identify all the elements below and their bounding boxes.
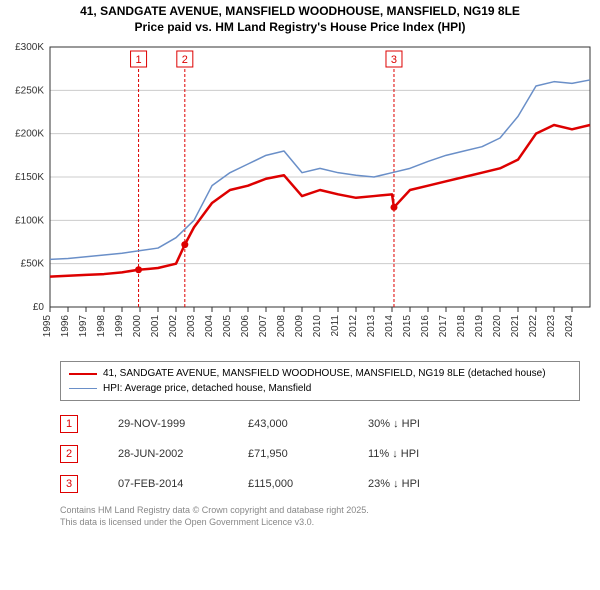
x-tick-label: 2017 <box>438 315 449 338</box>
x-tick-label: 2020 <box>492 315 503 338</box>
transaction-row-badge: 3 <box>60 475 78 493</box>
y-tick-label: £200K <box>15 129 44 140</box>
x-tick-label: 2007 <box>258 315 269 338</box>
transaction-badge-number: 2 <box>182 54 188 66</box>
transactions-table: 1 29-NOV-1999 £43,000 30% ↓ HPI 2 28-JUN-2002… <box>60 409 580 499</box>
x-tick-label: 2012 <box>348 315 359 338</box>
x-tick-label: 2014 <box>384 315 395 338</box>
footer-line-2: This data is licensed under the Open Gov… <box>60 517 580 529</box>
x-tick-label: 2003 <box>186 315 197 338</box>
x-tick-label: 2000 <box>132 315 143 338</box>
chart-area: £0 £50K £100K £150K £200K £250K £300K 1995 1996 1… <box>0 37 600 357</box>
x-tick-label: 2023 <box>546 315 557 338</box>
transaction-dot <box>135 266 142 273</box>
transaction-badge-number: 1 <box>135 54 141 66</box>
x-tick-label: 1999 <box>114 315 125 338</box>
footer-line-1: Contains HM Land Registry data © Crown c… <box>60 505 580 517</box>
transaction-diff: 11% ↓ HPI <box>368 448 478 460</box>
series-price_paid <box>50 125 590 277</box>
y-tick-label: £50K <box>21 259 45 270</box>
x-tick-label: 2016 <box>420 315 431 338</box>
chart-title: 41, SANDGATE AVENUE, MANSFIELD WOODHOUSE… <box>0 0 600 37</box>
line-chart-svg: £0 £50K £100K £150K £200K £250K £300K 1995 1996 1… <box>0 37 600 357</box>
legend-label: HPI: Average price, detached house, Mans… <box>103 381 311 396</box>
x-tick-label: 2024 <box>564 315 575 338</box>
x-tick-label: 2004 <box>204 315 215 338</box>
legend-item: HPI: Average price, detached house, Mans… <box>69 381 571 396</box>
x-tick-label: 1998 <box>96 315 107 338</box>
transaction-date: 28-JUN-2002 <box>118 448 208 460</box>
y-tick-label: £250K <box>15 86 44 97</box>
x-tick-label: 2005 <box>222 315 233 338</box>
transaction-row-badge: 2 <box>60 445 78 463</box>
x-tick-label: 2009 <box>294 315 305 338</box>
x-tick-label: 2021 <box>510 315 521 338</box>
x-tick-label: 2008 <box>276 315 287 338</box>
x-tick-label: 2011 <box>330 315 341 337</box>
transaction-dot <box>181 241 188 248</box>
transaction-row: 2 28-JUN-2002 £71,950 11% ↓ HPI <box>60 439 580 469</box>
transaction-price: £115,000 <box>248 478 328 490</box>
x-tick-label: 2013 <box>366 315 377 338</box>
legend-swatch <box>69 373 97 375</box>
title-line-2: Price paid vs. HM Land Registry's House … <box>0 20 600 36</box>
title-line-1: 41, SANDGATE AVENUE, MANSFIELD WOODHOUSE… <box>0 4 600 20</box>
legend-item: 41, SANDGATE AVENUE, MANSFIELD WOODHOUSE… <box>69 366 571 381</box>
y-tick-label: £150K <box>15 172 44 183</box>
transaction-row: 3 07-FEB-2014 £115,000 23% ↓ HPI <box>60 469 580 499</box>
y-tick-label: £300K <box>15 42 44 53</box>
transaction-row-badge: 1 <box>60 415 78 433</box>
legend-label: 41, SANDGATE AVENUE, MANSFIELD WOODHOUSE… <box>103 366 546 381</box>
x-tick-label: 1996 <box>60 315 71 338</box>
transaction-diff: 23% ↓ HPI <box>368 478 478 490</box>
x-tick-label: 2019 <box>474 315 485 338</box>
x-tick-label: 1995 <box>42 315 53 338</box>
legend-swatch <box>69 388 97 389</box>
x-tick-label: 2022 <box>528 315 539 338</box>
x-tick-label: 2010 <box>312 315 323 338</box>
transaction-diff: 30% ↓ HPI <box>368 418 478 430</box>
x-tick-label: 1997 <box>78 315 89 338</box>
transaction-dot <box>390 204 397 211</box>
legend: 41, SANDGATE AVENUE, MANSFIELD WOODHOUSE… <box>60 361 580 401</box>
transaction-date: 29-NOV-1999 <box>118 418 208 430</box>
x-tick-label: 2018 <box>456 315 467 338</box>
y-tick-label: £0 <box>33 302 45 313</box>
footer-attribution: Contains HM Land Registry data © Crown c… <box>60 505 580 528</box>
transaction-badge-number: 3 <box>391 54 397 66</box>
x-tick-label: 2006 <box>240 315 251 338</box>
x-tick-label: 2001 <box>150 315 161 338</box>
transaction-price: £43,000 <box>248 418 328 430</box>
x-tick-label: 2015 <box>402 315 413 338</box>
transaction-row: 1 29-NOV-1999 £43,000 30% ↓ HPI <box>60 409 580 439</box>
x-tick-label: 2002 <box>168 315 179 338</box>
transaction-price: £71,950 <box>248 448 328 460</box>
y-tick-label: £100K <box>15 216 44 227</box>
transaction-date: 07-FEB-2014 <box>118 478 208 490</box>
series-hpi <box>50 80 590 259</box>
